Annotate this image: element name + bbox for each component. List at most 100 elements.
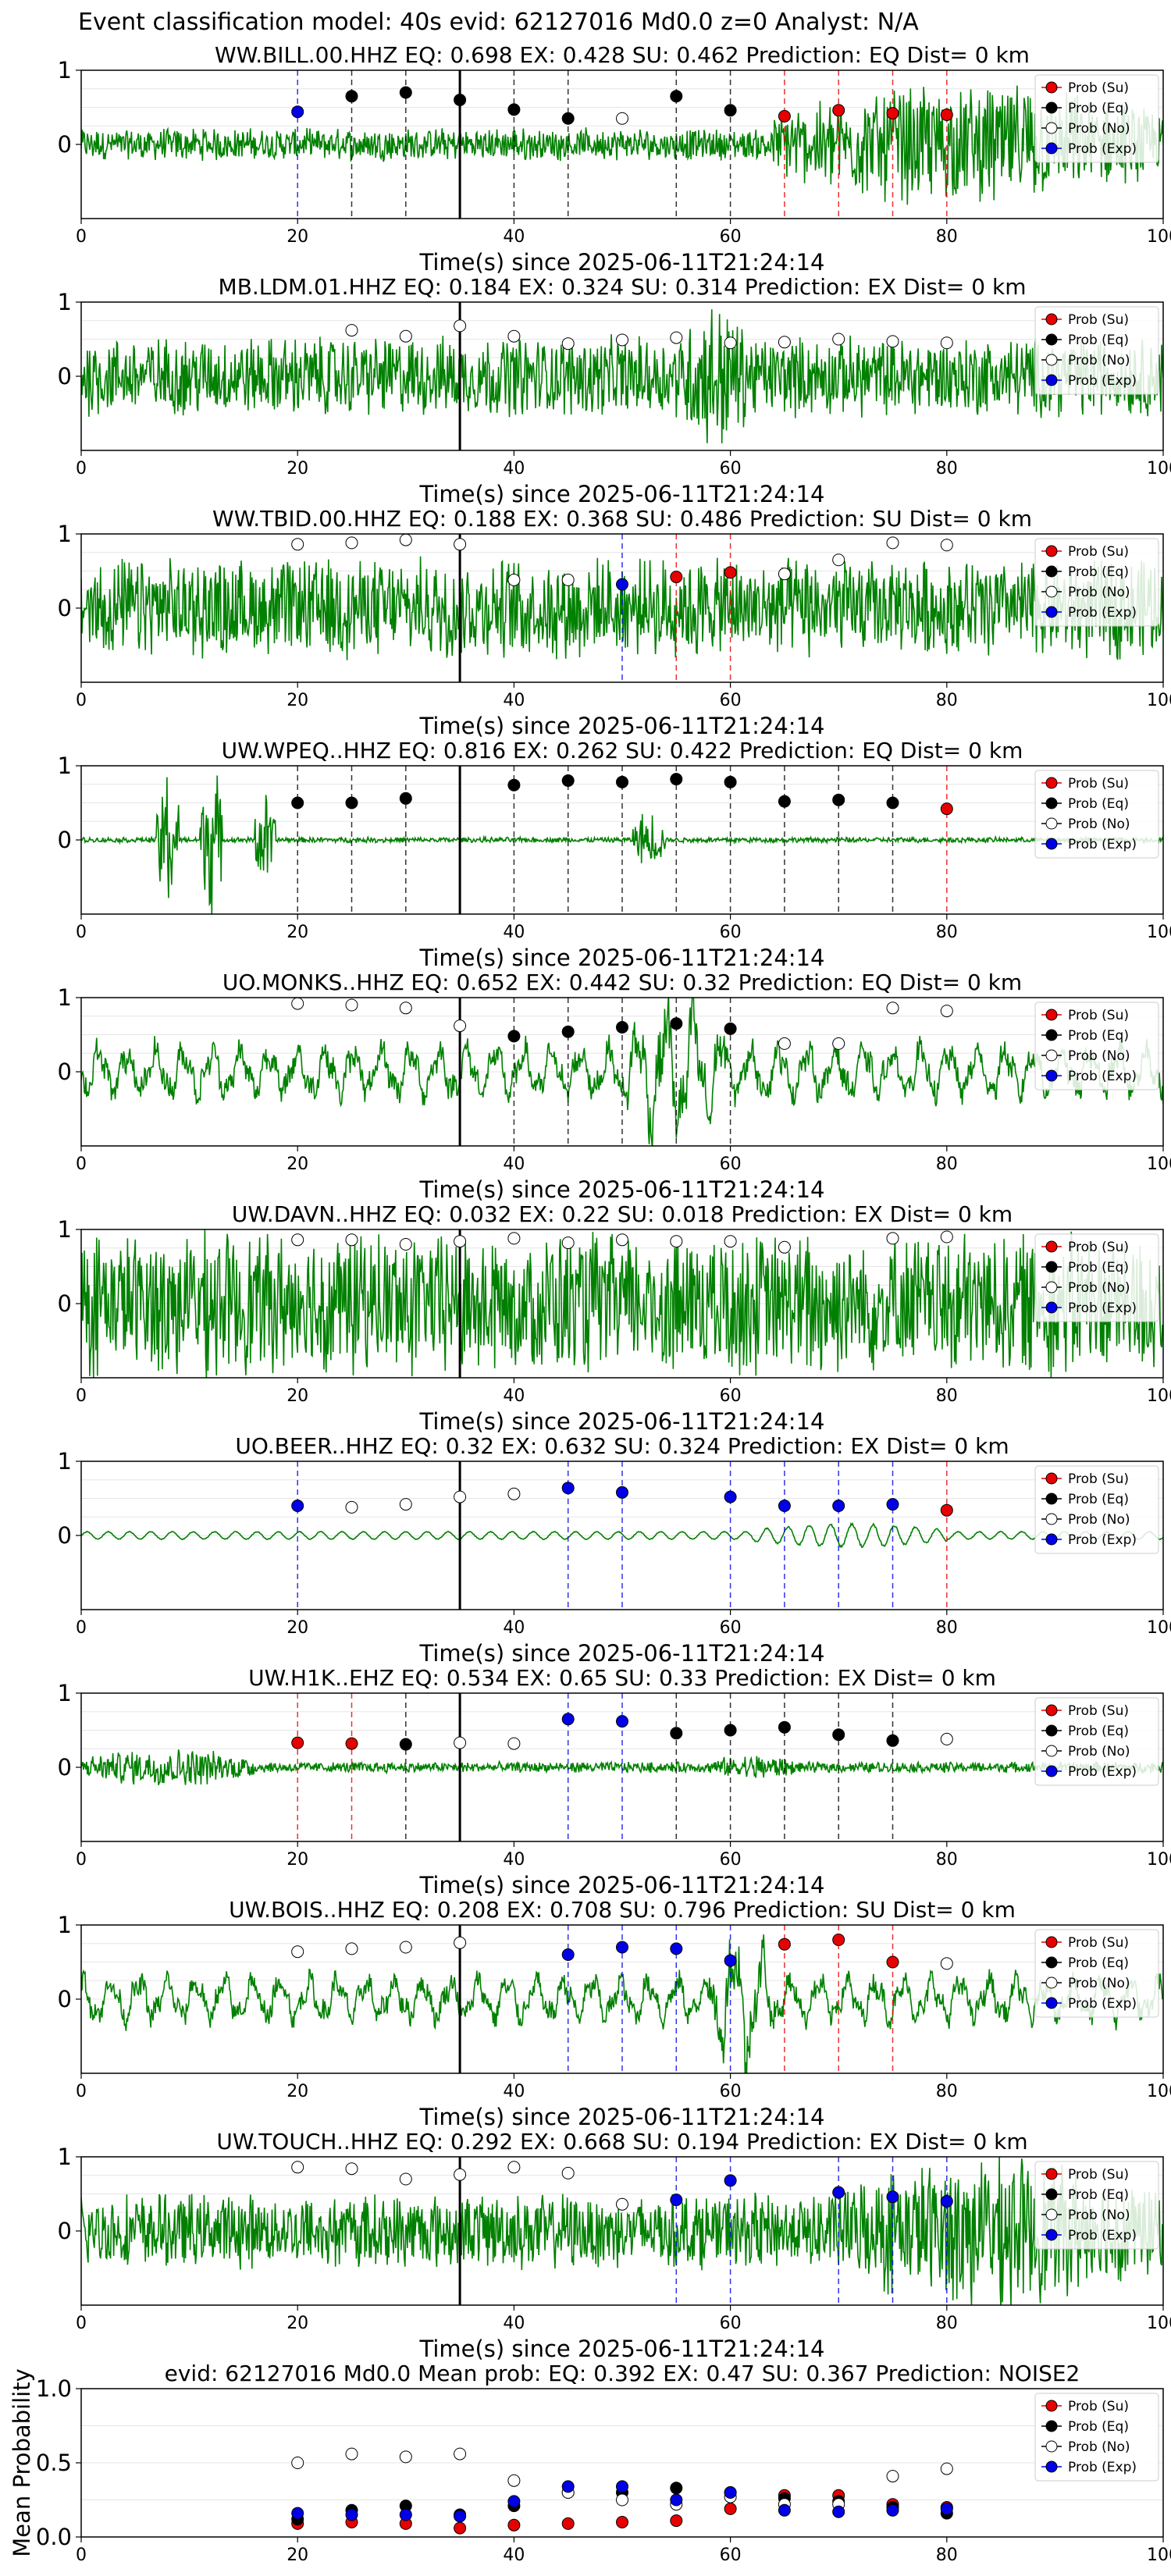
prob-point-exp — [724, 1954, 737, 1967]
legend-label-su: Prob (Su) — [1068, 2399, 1129, 2414]
legend-marker-exp — [1045, 2460, 1058, 2473]
legend-marker-eq — [1045, 1724, 1058, 1737]
prob-point-no — [399, 1498, 412, 1511]
panel-3: WW.TBID.00.HHZ EQ: 0.188 EX: 0.368 SU: 0… — [58, 506, 1171, 739]
prob-point-no — [616, 333, 628, 347]
legend-marker-exp — [1045, 1533, 1058, 1546]
prob-point-eq — [670, 773, 683, 786]
legend-label-exp: Prob (Exp) — [1068, 1069, 1137, 1084]
x-tick-label: 0 — [76, 923, 87, 942]
x-tick-label: 20 — [287, 1155, 308, 1174]
x-tick-label: 40 — [503, 923, 525, 942]
prob-point-no — [778, 1037, 791, 1050]
legend: Prob (Su) Prob (Eq) Prob (No) Prob (Exp) — [1034, 74, 1159, 163]
legend-marker-eq — [1045, 2420, 1058, 2432]
legend-label-exp: Prob (Exp) — [1068, 1300, 1137, 1316]
prob-point-no — [940, 1230, 953, 1244]
x-tick-label: 60 — [720, 691, 742, 710]
prob-point-no — [345, 1942, 358, 1955]
prob-point-exp — [561, 1482, 575, 1495]
mean-prob-point-no — [454, 2447, 467, 2460]
prob-point-eq — [724, 1022, 737, 1035]
panel-6: UW.DAVN..HHZ EQ: 0.032 EX: 0.22 SU: 0.01… — [58, 1201, 1171, 1435]
panel-5: UO.MONKS..HHZ EQ: 0.652 EX: 0.442 SU: 0.… — [58, 970, 1171, 1203]
y-axis-label: Mean Probability — [9, 2368, 35, 2557]
mean-prob-point-exp — [724, 2486, 737, 2499]
prob-point-no — [399, 2172, 412, 2186]
legend-box — [1034, 74, 1159, 163]
legend-label-no: Prob (No) — [1068, 353, 1130, 368]
legend-label-eq: Prob (Eq) — [1068, 1492, 1129, 1507]
x-tick-label: 40 — [503, 2082, 525, 2101]
prob-point-no — [454, 1736, 467, 1749]
mean-prob-point-su — [561, 2517, 575, 2530]
x-tick-label: 20 — [287, 2082, 308, 2101]
panel-title: evid: 62127016 Md0.0 Mean prob: EQ: 0.39… — [165, 2361, 1080, 2386]
legend-label-no: Prob (No) — [1068, 2439, 1130, 2455]
x-tick-label: 80 — [936, 227, 958, 247]
panel-11: evid: 62127016 Md0.0 Mean prob: EQ: 0.39… — [9, 2361, 1171, 2565]
prob-point-no — [940, 1732, 953, 1745]
x-tick-label: 80 — [936, 2546, 958, 2565]
x-tick-label: 80 — [936, 691, 958, 710]
y-tick-label: 0 — [58, 595, 72, 621]
prob-point-exp — [724, 2174, 737, 2187]
legend: Prob (Su) Prob (Eq) Prob (No) Prob (Exp) — [1034, 1929, 1159, 2018]
x-axis-label: Time(s) since 2025-06-11T21:24:14 — [419, 249, 825, 276]
legend-label-exp: Prob (Exp) — [1068, 2228, 1137, 2243]
prob-point-eq — [670, 1727, 683, 1740]
legend-marker-eq — [1045, 1029, 1058, 1041]
prob-point-exp — [670, 2194, 683, 2207]
x-tick-label: 40 — [503, 1850, 525, 1870]
x-tick-label: 100 — [1147, 227, 1171, 247]
x-tick-label: 20 — [287, 227, 308, 247]
legend-label-no: Prob (No) — [1068, 1048, 1130, 1064]
x-tick-label: 0 — [76, 2546, 87, 2565]
mean-prob-point-exp — [561, 2480, 575, 2493]
legend-marker-no — [1045, 817, 1058, 830]
legend: Prob (Su) Prob (Eq) Prob (No) Prob (Exp) — [1034, 770, 1159, 859]
prob-point-no — [291, 2161, 304, 2174]
mean-prob-point-su — [454, 2521, 467, 2535]
mean-prob-point-exp — [507, 2495, 521, 2508]
prob-point-eq — [399, 1738, 412, 1751]
prob-point-su — [832, 104, 845, 117]
x-tick-label: 60 — [720, 923, 742, 942]
legend-box — [1034, 1697, 1159, 1786]
legend-marker-no — [1045, 1745, 1058, 1757]
prob-point-exp — [616, 1715, 628, 1728]
legend-marker-eq — [1045, 797, 1058, 809]
x-tick-label: 0 — [76, 1618, 87, 1638]
legend-marker-su — [1045, 2168, 1058, 2180]
prob-point-eq — [886, 1734, 899, 1747]
x-tick-label: 100 — [1147, 691, 1171, 710]
x-tick-label: 100 — [1147, 1386, 1171, 1406]
prob-point-no — [724, 336, 737, 350]
legend-marker-exp — [1045, 606, 1058, 618]
x-tick-label: 40 — [503, 227, 525, 247]
prob-point-su — [345, 1737, 358, 1750]
prob-point-eq — [507, 1030, 521, 1043]
legend-marker-exp — [1045, 2229, 1058, 2241]
prob-point-no — [940, 1957, 953, 1970]
prob-point-no — [832, 553, 845, 567]
x-tick-label: 100 — [1147, 2546, 1171, 2565]
legend-label-eq: Prob (Eq) — [1068, 2419, 1129, 2435]
prob-point-su — [886, 1955, 899, 1969]
mean-prob-point-no — [940, 2462, 953, 2475]
prob-point-eq — [886, 796, 899, 809]
prob-point-no — [454, 1490, 467, 1503]
legend-marker-no — [1045, 1281, 1058, 1293]
legend-marker-exp — [1045, 1997, 1058, 2009]
prob-point-no — [454, 1235, 467, 1248]
prob-point-eq — [832, 793, 845, 806]
prob-point-no — [778, 336, 791, 349]
prob-point-no — [399, 329, 412, 343]
prob-point-no — [291, 538, 304, 551]
prob-point-no — [345, 998, 358, 1012]
prob-point-no — [507, 329, 521, 343]
x-axis-label: Time(s) since 2025-06-11T21:24:14 — [419, 481, 825, 507]
prob-point-no — [291, 1233, 304, 1247]
y-tick-label: 0 — [58, 1754, 72, 1781]
legend-box — [1034, 1233, 1159, 1322]
